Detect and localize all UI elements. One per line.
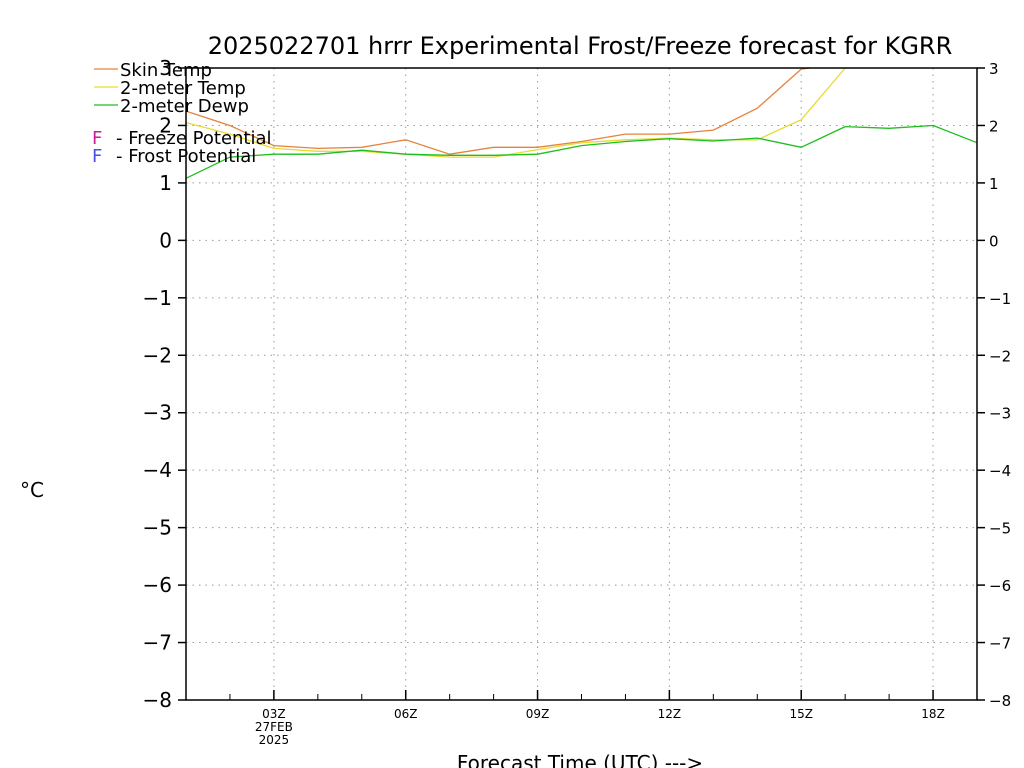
y-tick-label-left: −5 bbox=[143, 516, 172, 540]
y-tick-label-left: −2 bbox=[143, 343, 172, 367]
chart-title: 2025022701 hrrr Experimental Frost/Freez… bbox=[208, 32, 953, 60]
x-tick-sublabel: 27FEB bbox=[255, 720, 293, 734]
y-tick-label-right: −3 bbox=[989, 405, 1011, 423]
y-tick-label-right: 0 bbox=[989, 232, 999, 250]
axes: 3 3 2 2 1 1 0 0 −1 −1 −2 −2 −3 −3 −4 −4 −5 −5 −6 −6 −7 −7 −8 −8… bbox=[143, 56, 1012, 747]
legend-label-freeze-potential: - Freeze Potential bbox=[116, 128, 272, 149]
y-tick-label-left: −1 bbox=[143, 286, 172, 310]
y-tick-label-right: −4 bbox=[989, 462, 1011, 480]
y-tick-label-left: −7 bbox=[143, 631, 172, 655]
y-tick-label-left: −6 bbox=[143, 573, 172, 597]
y-tick-label-right: 3 bbox=[989, 60, 999, 78]
y-tick-label-left: 1 bbox=[159, 171, 172, 195]
legend-label-2-meter-temp: 2-meter Temp bbox=[120, 78, 246, 99]
y-tick-label-right: −1 bbox=[989, 290, 1011, 308]
y-tick-label-right: −8 bbox=[989, 692, 1011, 710]
y-tick-label-right: 1 bbox=[989, 175, 999, 193]
y-axis-label: °C bbox=[20, 478, 44, 502]
legend-marker-freeze-potential: F bbox=[92, 128, 102, 149]
x-tick-label: 06Z bbox=[394, 707, 418, 721]
y-tick-label-left: 0 bbox=[159, 228, 172, 252]
y-tick-label-left: −8 bbox=[143, 688, 172, 712]
y-tick-label-right: 2 bbox=[989, 117, 999, 135]
grid bbox=[186, 68, 977, 700]
x-tick-label: 09Z bbox=[526, 707, 550, 721]
series-lines bbox=[185, 67, 978, 179]
y-tick-label-right: −6 bbox=[989, 577, 1011, 595]
series-line-2-meter-dewp bbox=[185, 124, 978, 179]
series-line-2-meter-temp bbox=[185, 67, 846, 158]
y-tick-label-left: 3 bbox=[159, 56, 172, 80]
legend-label-skin-temp: Skin Temp bbox=[120, 60, 212, 81]
legend-marker-frost-potential: F bbox=[92, 146, 102, 167]
y-tick-label-right: −7 bbox=[989, 635, 1011, 653]
y-tick-label-right: −2 bbox=[989, 347, 1011, 365]
y-tick-label-left: −3 bbox=[143, 401, 172, 425]
legend-label-2-meter-dewp: 2-meter Dewp bbox=[120, 96, 249, 117]
y-tick-label-left: −4 bbox=[143, 458, 172, 482]
x-tick-sublabel: 2025 bbox=[259, 733, 290, 747]
y-tick-label-right: −5 bbox=[989, 520, 1011, 538]
x-tick-label: 12Z bbox=[658, 707, 682, 721]
x-tick-label: 18Z bbox=[921, 707, 945, 721]
x-axis-label: Forecast Time (UTC) ---> bbox=[457, 751, 703, 768]
x-tick-label: 03Z bbox=[262, 707, 286, 721]
series-line-skin-temp bbox=[185, 67, 811, 155]
legend-label-frost-potential: - Frost Potential bbox=[116, 146, 256, 167]
plot-frame bbox=[185, 67, 978, 701]
x-tick-label: 15Z bbox=[789, 707, 813, 721]
y-tick-label-left: 2 bbox=[159, 113, 172, 137]
